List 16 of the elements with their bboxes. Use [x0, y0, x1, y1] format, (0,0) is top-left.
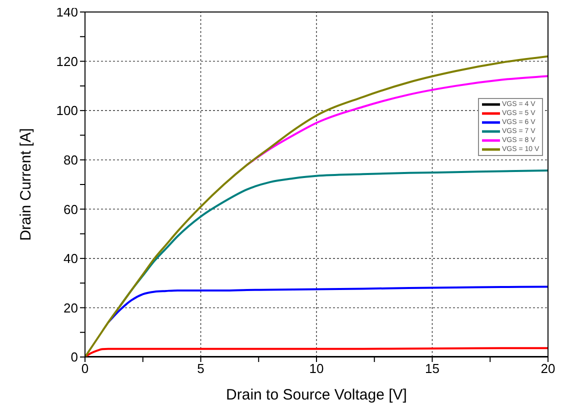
x-axis-title: Drain to Source Voltage [V] [226, 386, 407, 404]
y-tick-label: 20 [64, 300, 78, 316]
x-tick-label: 10 [309, 361, 324, 376]
y-tick-label: 80 [64, 152, 78, 168]
y-tick-label: 100 [56, 103, 78, 118]
line-series [107, 286, 548, 324]
x-tick-label: 20 [540, 361, 556, 376]
y-tick-label: 120 [56, 54, 78, 69]
y-axis-title: Drain Current [A] [17, 128, 34, 241]
y-tick-label: 60 [64, 202, 78, 217]
line-series [246, 75, 548, 166]
x-tick-label: 0 [81, 361, 89, 376]
x-tick-label: 5 [197, 361, 204, 376]
y-tick-label: 40 [64, 251, 78, 266]
x-tick-label: 15 [425, 361, 440, 376]
y-tick-label: 0 [70, 350, 78, 365]
